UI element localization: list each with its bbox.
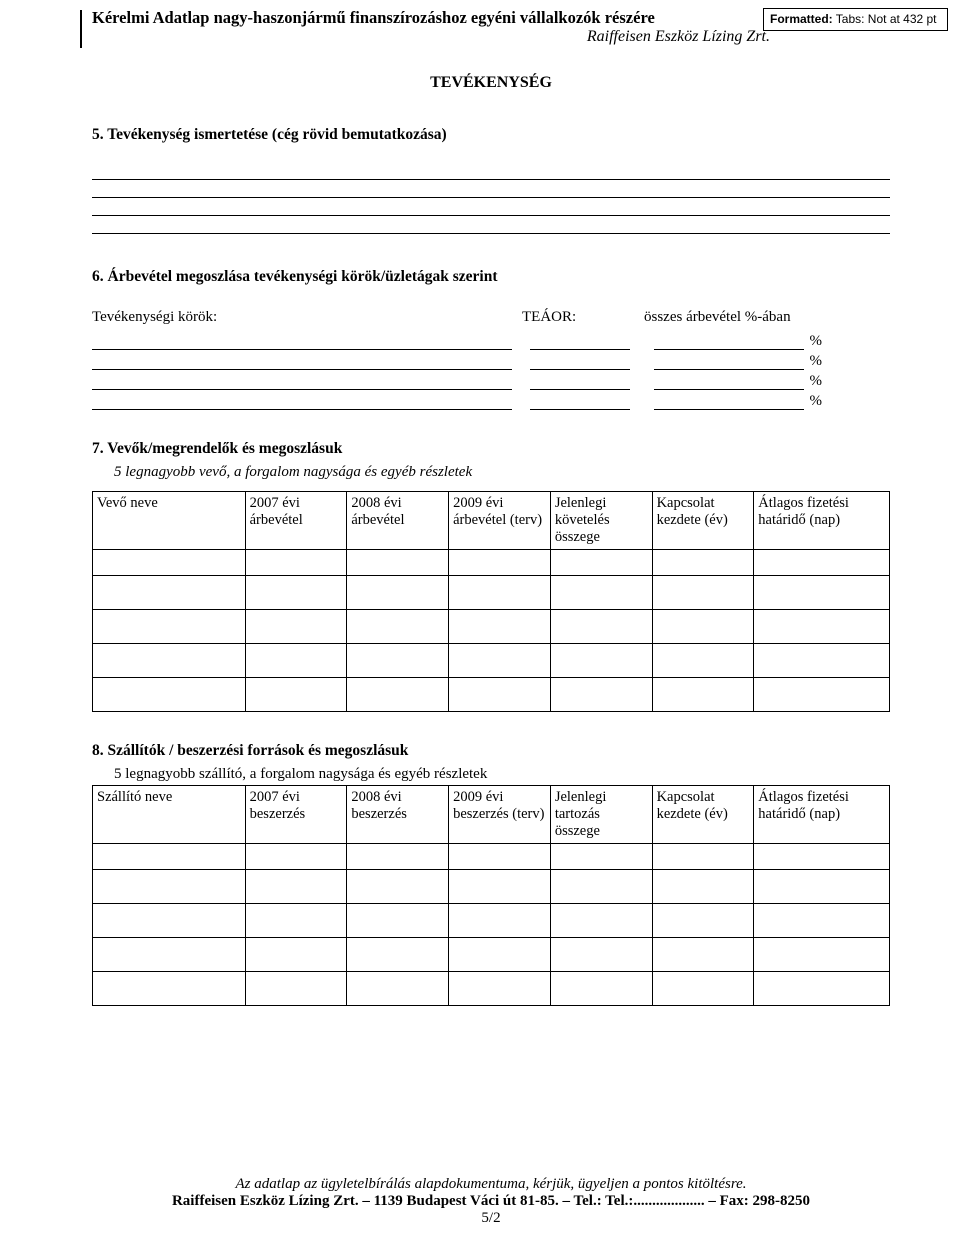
s8-col6: Átlagos fizetési határidő (nap) xyxy=(754,786,890,844)
footer-line2: Raiffeisen Eszköz Lízing Zrt. – 1139 Bud… xyxy=(92,1193,890,1210)
s8-col1: 2007 évi beszerzés xyxy=(245,786,347,844)
s6-col3-label: összes árbevétel %-ában xyxy=(642,309,890,326)
table-row xyxy=(93,938,890,972)
s6-col2-label: TEÁOR: xyxy=(522,309,642,326)
s5-lines xyxy=(92,162,890,234)
blank-line xyxy=(92,198,890,216)
blank-underline xyxy=(654,354,804,370)
table-row xyxy=(93,644,890,678)
blank-underline xyxy=(654,394,804,410)
s6-block: Tevékenységi körök: TEÁOR: összes árbevé… xyxy=(92,304,890,410)
s7-col6: Átlagos fizetési határidő (nap) xyxy=(754,492,890,550)
table-row xyxy=(93,844,890,870)
blank-underline xyxy=(530,394,630,410)
table-header-row: Szállító neve 2007 évi beszerzés 2008 év… xyxy=(93,786,890,844)
s6-row: % xyxy=(92,390,890,410)
pct-sign: % xyxy=(804,353,822,370)
s8-col2: 2008 évi beszerzés xyxy=(347,786,449,844)
pct-sign: % xyxy=(804,333,822,350)
table-row xyxy=(93,904,890,938)
s7-col5: Kapcsolat kezdete (év) xyxy=(652,492,754,550)
s8-table: Szállító neve 2007 évi beszerzés 2008 év… xyxy=(92,785,890,1006)
s8-col5: Kapcsolat kezdete (év) xyxy=(652,786,754,844)
table-row xyxy=(93,972,890,1006)
s7-table: Vevő neve 2007 évi árbevétel 2008 évi ár… xyxy=(92,491,890,712)
s6-row: % xyxy=(92,370,890,390)
s8-col4: Jelenlegi tartozás összege xyxy=(550,786,652,844)
blank-underline xyxy=(92,394,512,410)
s7-col1: 2007 évi árbevétel xyxy=(245,492,347,550)
table-header-row: Vevő neve 2007 évi árbevétel 2008 évi ár… xyxy=(93,492,890,550)
page: Kérelmi Adatlap nagy-haszonjármű finansz… xyxy=(0,0,960,1247)
blank-underline xyxy=(92,374,512,390)
footer: Az adatlap az ügyletelbírálás alapdokume… xyxy=(92,1176,890,1227)
blank-line xyxy=(92,216,890,234)
blank-underline xyxy=(92,354,512,370)
table-row xyxy=(93,610,890,644)
s7-col4: Jelenlegi követelés összege xyxy=(550,492,652,550)
table-row xyxy=(93,550,890,576)
pct-sign: % xyxy=(804,373,822,390)
s8-col0: Szállító neve xyxy=(93,786,246,844)
blank-line xyxy=(92,180,890,198)
footer-line1: Az adatlap az ügyletelbírálás alapdokume… xyxy=(92,1176,890,1193)
format-comment-label: Formatted: xyxy=(770,12,833,26)
section-heading: TEVÉKENYSÉG xyxy=(92,74,890,92)
s7-col2: 2008 évi árbevétel xyxy=(347,492,449,550)
pct-sign: % xyxy=(804,393,822,410)
s7-col0: Vevő neve xyxy=(93,492,246,550)
s6-row: % xyxy=(92,330,890,350)
s6-col-headers: Tevékenységi körök: TEÁOR: összes árbevé… xyxy=(92,304,890,326)
s7-heading: 7. Vevők/megrendelők és megoszlásuk xyxy=(92,440,890,458)
blank-underline xyxy=(654,374,804,390)
s5-heading: 5. Tevékenység ismertetése (cég rövid be… xyxy=(92,126,890,144)
footer-page: 5/2 xyxy=(92,1210,890,1227)
blank-underline xyxy=(654,334,804,350)
blank-underline xyxy=(92,334,512,350)
s8-heading: 8. Szállítók / beszerzési források és me… xyxy=(92,742,890,760)
table-row xyxy=(93,870,890,904)
blank-underline xyxy=(530,374,630,390)
footer-line2a: Raiffeisen Eszköz Lízing Zrt. – 1139 Bud… xyxy=(172,1193,633,1209)
blank-underline xyxy=(530,334,630,350)
blank-underline xyxy=(530,354,630,370)
format-comment-text: Tabs: Not at 432 pt xyxy=(833,12,937,26)
s7-col3: 2009 évi árbevétel (terv) xyxy=(449,492,551,550)
s8-col3: 2009 évi beszerzés (terv) xyxy=(449,786,551,844)
blank-line xyxy=(92,162,890,180)
table-row xyxy=(93,678,890,712)
table-row xyxy=(93,576,890,610)
format-comment-box: Formatted: Tabs: Not at 432 pt xyxy=(763,8,948,31)
s7-subnote: 5 legnagyobb vevő, a forgalom nagysága é… xyxy=(92,464,890,481)
s8-subnote: 5 legnagyobb szállító, a forgalom nagysá… xyxy=(92,766,890,783)
footer-line2b: ................... – Fax: 298-8250 xyxy=(633,1193,810,1209)
change-bar xyxy=(80,10,82,48)
s6-col1-label: Tevékenységi körök: xyxy=(92,309,522,326)
s6-heading: 6. Árbevétel megoszlása tevékenységi kör… xyxy=(92,268,890,286)
s6-row: % xyxy=(92,350,890,370)
